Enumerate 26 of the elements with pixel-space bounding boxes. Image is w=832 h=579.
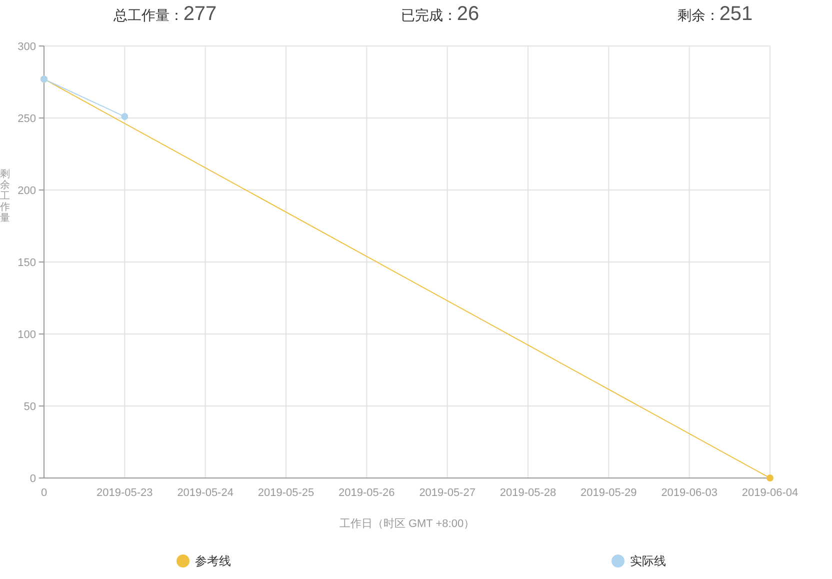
y-axis-title: 剩余工作量 xyxy=(0,169,10,224)
y-tick-label: 50 xyxy=(24,401,36,413)
x-tick-label: 2019-05-29 xyxy=(580,487,637,499)
y-tick-label: 250 xyxy=(18,113,36,125)
legend-label: 参考线 xyxy=(195,554,231,568)
point xyxy=(121,113,128,120)
text: 已完成：26 xyxy=(400,3,480,25)
x-tick-label: 2019-05-24 xyxy=(177,487,234,499)
x-tick-label: 2019-06-03 xyxy=(661,487,718,499)
legend-label: 实际线 xyxy=(630,554,666,568)
x-tick-label: 2019-05-27 xyxy=(419,487,476,499)
y-tick-label: 300 xyxy=(18,41,36,53)
x-tick-label: 2019-05-23 xyxy=(96,487,153,499)
x-tick-label: 0 xyxy=(40,487,48,499)
y-tick-label: 0 xyxy=(30,473,36,485)
x-tick-label: 2019-05-25 xyxy=(258,487,314,499)
y-tick-label: 150 xyxy=(18,257,36,269)
x-tick-label: 2019-05-28 xyxy=(500,487,556,499)
y-tick-label: 100 xyxy=(18,329,36,341)
y-tick-label: 200 xyxy=(18,185,36,197)
text: 总工作量：277 xyxy=(112,3,217,25)
point xyxy=(766,474,774,482)
text: 剩余：251 xyxy=(677,3,753,25)
x-axis-title: 工作日（时区 GMT +8:00） xyxy=(339,517,475,530)
x-tick-label: 2019-06-04 xyxy=(742,487,798,499)
x-tick-label: 2019-05-26 xyxy=(338,487,395,499)
